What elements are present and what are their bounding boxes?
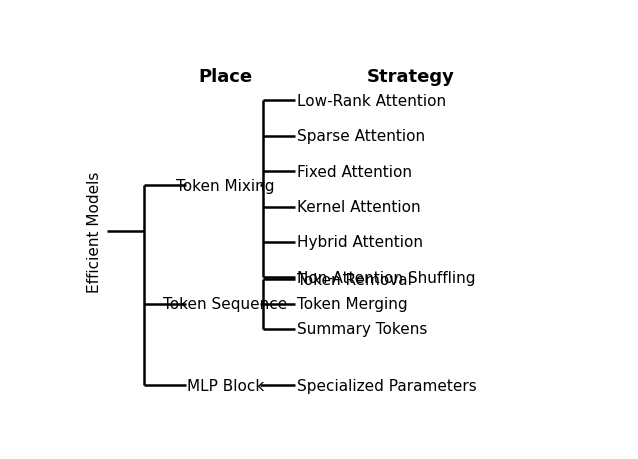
Text: Token Mixing: Token Mixing xyxy=(176,179,275,193)
Text: Token Sequence: Token Sequence xyxy=(163,297,288,312)
Text: Strategy: Strategy xyxy=(367,67,455,85)
Text: Efficient Models: Efficient Models xyxy=(87,171,102,292)
Text: Kernel Attention: Kernel Attention xyxy=(297,200,421,214)
Text: Non-Attention Shuffling: Non-Attention Shuffling xyxy=(297,270,476,285)
Text: Hybrid Attention: Hybrid Attention xyxy=(297,235,423,250)
Text: Fixed Attention: Fixed Attention xyxy=(297,164,412,179)
Text: Token Removal: Token Removal xyxy=(297,272,412,287)
Text: MLP Block: MLP Block xyxy=(187,378,264,393)
Text: Sparse Attention: Sparse Attention xyxy=(297,129,426,144)
Text: Summary Tokens: Summary Tokens xyxy=(297,321,427,336)
Text: Specialized Parameters: Specialized Parameters xyxy=(297,378,477,393)
Text: Place: Place xyxy=(198,67,253,85)
Text: Token Merging: Token Merging xyxy=(297,297,408,312)
Text: Low-Rank Attention: Low-Rank Attention xyxy=(297,94,447,108)
